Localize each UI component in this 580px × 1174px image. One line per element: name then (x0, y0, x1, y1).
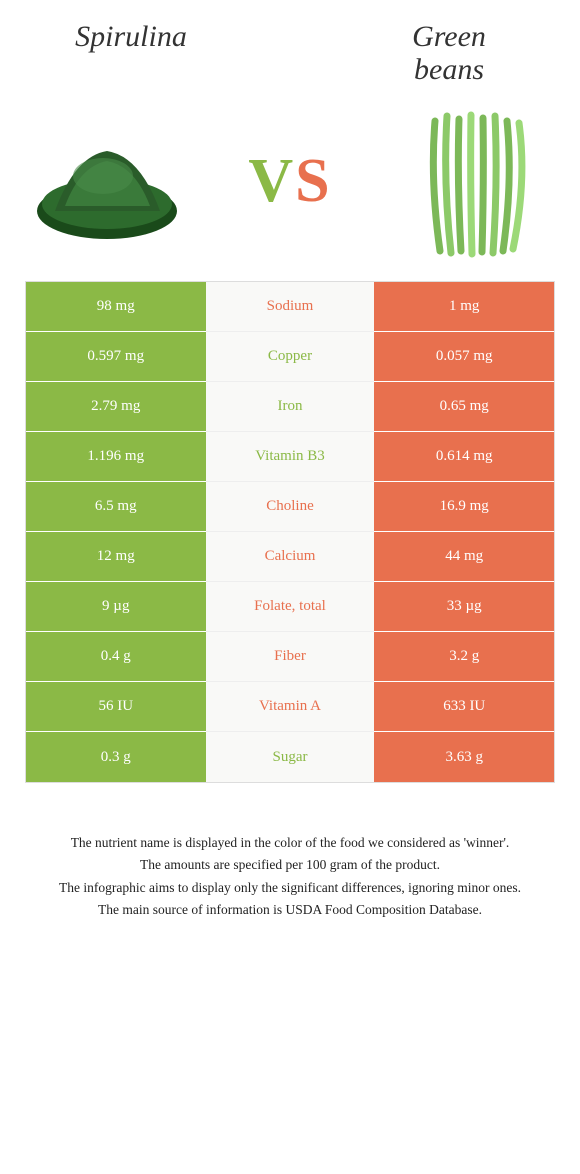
table-row: 2.79 mgIron0.65 mg (26, 382, 554, 432)
comparison-table: 98 mgSodium1 mg0.597 mgCopper0.057 mg2.7… (25, 281, 555, 783)
value-right: 633 IU (374, 682, 554, 732)
food-title-right: Green beans (343, 20, 555, 86)
nutrient-label: Copper (206, 332, 375, 382)
vs-label: VS (248, 146, 331, 217)
table-row: 1.196 mgVitamin B30.614 mg (26, 432, 554, 482)
green-beans-image (390, 106, 555, 256)
value-left: 56 IU (26, 682, 206, 732)
nutrient-label: Folate, total (206, 582, 375, 632)
table-row: 0.597 mgCopper0.057 mg (26, 332, 554, 382)
footer-line-3: The infographic aims to display only the… (30, 878, 550, 898)
value-right: 3.63 g (374, 732, 554, 782)
nutrient-label: Fiber (206, 632, 375, 682)
nutrient-label: Sodium (206, 282, 375, 332)
footer-line-1: The nutrient name is displayed in the co… (30, 833, 550, 853)
value-left: 0.4 g (26, 632, 206, 682)
header: Spirulina Green beans (25, 20, 555, 86)
vs-v: V (248, 147, 295, 215)
value-left: 1.196 mg (26, 432, 206, 482)
table-row: 12 mgCalcium44 mg (26, 532, 554, 582)
footer-text: The nutrient name is displayed in the co… (25, 833, 555, 920)
table-row: 0.3 gSugar3.63 g (26, 732, 554, 782)
food-title-left: Spirulina (25, 20, 237, 53)
value-right: 44 mg (374, 532, 554, 582)
table-row: 9 µgFolate, total33 µg (26, 582, 554, 632)
footer-line-4: The main source of information is USDA F… (30, 900, 550, 920)
table-row: 6.5 mgCholine16.9 mg (26, 482, 554, 532)
value-right: 0.057 mg (374, 332, 554, 382)
footer-line-2: The amounts are specified per 100 gram o… (30, 855, 550, 875)
value-left: 2.79 mg (26, 382, 206, 432)
vs-s: S (295, 147, 331, 215)
value-right: 3.2 g (374, 632, 554, 682)
value-right: 1 mg (374, 282, 554, 332)
images-row: VS (25, 106, 555, 256)
value-left: 0.597 mg (26, 332, 206, 382)
value-left: 98 mg (26, 282, 206, 332)
value-left: 12 mg (26, 532, 206, 582)
nutrient-label: Vitamin A (206, 682, 375, 732)
nutrient-label: Iron (206, 382, 375, 432)
value-right: 16.9 mg (374, 482, 554, 532)
value-left: 0.3 g (26, 732, 206, 782)
value-right: 33 µg (374, 582, 554, 632)
nutrient-label: Vitamin B3 (206, 432, 375, 482)
spirulina-image (25, 106, 190, 256)
nutrient-label: Choline (206, 482, 375, 532)
value-left: 9 µg (26, 582, 206, 632)
table-row: 98 mgSodium1 mg (26, 282, 554, 332)
table-row: 0.4 gFiber3.2 g (26, 632, 554, 682)
table-row: 56 IUVitamin A633 IU (26, 682, 554, 732)
value-left: 6.5 mg (26, 482, 206, 532)
value-right: 0.65 mg (374, 382, 554, 432)
nutrient-label: Sugar (206, 732, 375, 782)
value-right: 0.614 mg (374, 432, 554, 482)
nutrient-label: Calcium (206, 532, 375, 582)
